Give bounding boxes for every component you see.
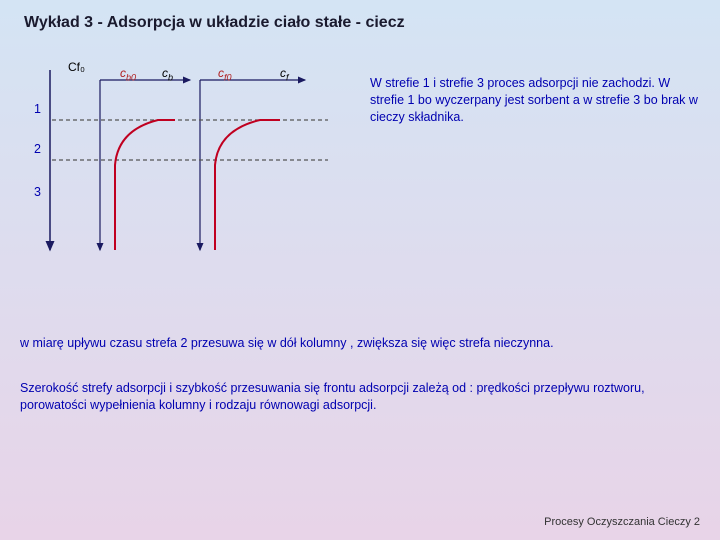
zone-3-label: 3 [34,185,41,199]
zone-1-label: 1 [34,102,41,116]
adsorption-diagram: Cf₀ 1 2 3 cb0 cb cf0 cf [30,60,350,260]
axis-label: cb0 [120,66,136,82]
zone-2-label: 2 [34,142,41,156]
paragraph-2: Szerokość strefy adsorpcji i szybkość pr… [20,380,700,414]
footer-text: Procesy Oczyszczania Cieczy 2 [544,516,700,528]
axis-label: cf0 [218,66,232,82]
axis-label: cf [280,66,289,82]
diagram-svg [30,60,350,260]
side-explanation: W strefie 1 i strefie 3 proces adsorpcji… [370,75,700,126]
paragraph-1: w miarę upływu czasu strefa 2 przesuwa s… [20,335,700,352]
cf0-label: Cf₀ [68,60,85,74]
axis-label: cb [162,66,173,82]
lecture-title: Wykład 3 - Adsorpcja w układzie ciało st… [24,14,405,32]
